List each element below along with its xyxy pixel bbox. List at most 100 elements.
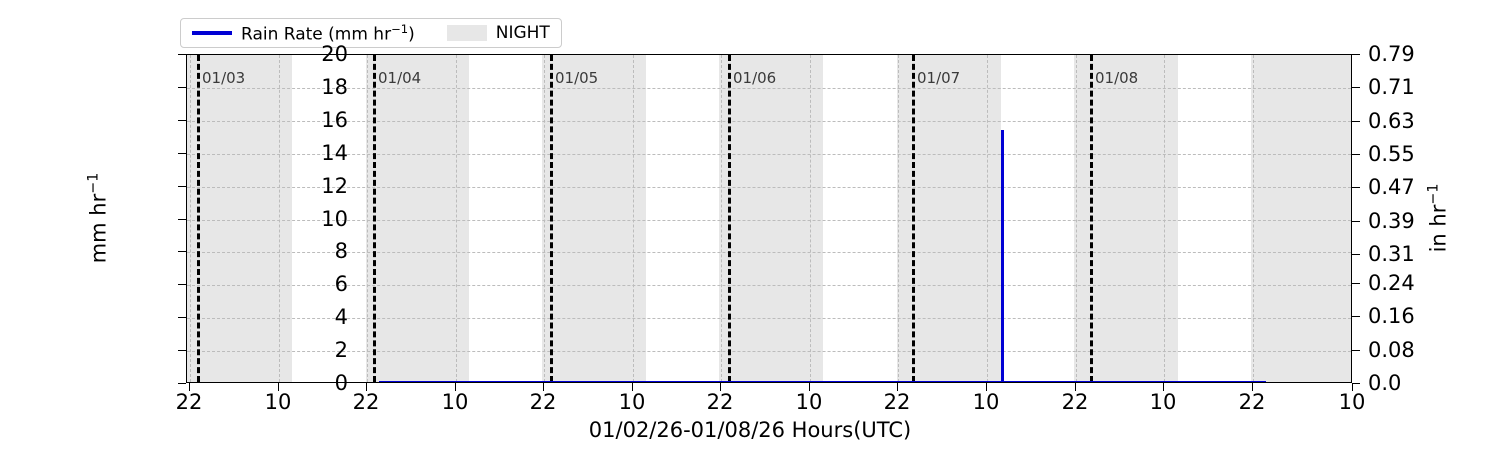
y-axis-label-right: in hr−1	[1425, 183, 1451, 253]
x-tick-mark	[720, 383, 721, 391]
gridline-horizontal	[187, 186, 1351, 188]
day-divider	[1090, 55, 1093, 382]
y-tick-label-right: 0.79	[1368, 42, 1415, 66]
y-tick-label-right: 0.71	[1368, 75, 1415, 100]
legend-item-rain-rate[interactable]: Rain Rate (mm hr−1)	[192, 21, 415, 45]
y-tick-mark-left	[178, 284, 186, 286]
y-tick-mark-left	[178, 119, 186, 121]
y-tick-mark-left	[178, 383, 186, 384]
gridline-vertical	[1164, 55, 1165, 382]
y-tick-label-left: 16	[321, 107, 348, 132]
day-label: 01/04	[378, 69, 422, 87]
y-tick-label-right: 0.47	[1368, 175, 1415, 200]
y-tick-label-left: 8	[334, 239, 348, 264]
night-band	[1251, 55, 1351, 382]
y-tick-label-right: 0.24	[1368, 271, 1415, 296]
y-tick-mark-right	[1352, 283, 1360, 285]
plot-area[interactable]: 01/03 01/04 01/05 01/06 01/07 01/08	[186, 54, 1352, 383]
x-tick-label: 10	[1338, 390, 1366, 414]
night-band	[366, 55, 469, 382]
x-tick-mark	[455, 383, 456, 391]
day-divider	[912, 55, 915, 382]
legend-item-night[interactable]: NIGHT	[446, 23, 550, 43]
data-spike	[1000, 130, 1005, 382]
y-tick-mark-right	[1352, 153, 1360, 155]
gridline-vertical	[987, 55, 988, 382]
x-tick-mark	[1163, 383, 1164, 391]
gridline-horizontal	[187, 285, 1351, 287]
gridline-vertical	[456, 55, 457, 382]
x-tick-mark	[189, 383, 190, 391]
legend-label-night: NIGHT	[495, 23, 550, 43]
y-tick-label-right: 0.0	[1368, 371, 1402, 395]
gridline-vertical	[1253, 55, 1254, 382]
y-tick-mark-right	[1352, 383, 1360, 384]
day-label: 01/06	[733, 69, 777, 87]
x-tick-label: 10	[1149, 390, 1177, 414]
y-tick-label-left: 0	[334, 371, 348, 395]
x-tick-label: 10	[972, 390, 1000, 414]
y-tick-mark-left	[178, 54, 186, 55]
gridline-horizontal	[187, 219, 1351, 221]
y-tick-mark-right	[1352, 316, 1360, 318]
y-tick-mark-left	[178, 185, 186, 187]
y-tick-mark-left	[178, 86, 186, 88]
y-tick-mark-left	[178, 317, 186, 319]
gridline-horizontal	[187, 351, 1351, 353]
x-tick-label: 22	[1238, 390, 1266, 414]
night-band	[719, 55, 823, 382]
y-tick-mark-left	[178, 251, 186, 253]
gridline-horizontal	[187, 252, 1351, 254]
y-tick-label-left: 18	[321, 74, 348, 99]
y-tick-mark-right	[1352, 253, 1360, 255]
y-axis-label-left: mm hr−1	[85, 172, 111, 264]
x-tick-mark	[1352, 383, 1353, 391]
gridline-horizontal	[187, 153, 1351, 155]
y-tick-label-left: 6	[334, 272, 348, 297]
gridline-vertical	[898, 55, 899, 382]
x-tick-mark	[897, 383, 898, 391]
gridline-horizontal	[187, 318, 1351, 320]
day-divider	[728, 55, 731, 382]
gridline-vertical	[633, 55, 634, 382]
x-tick-mark	[543, 383, 544, 391]
y-tick-mark-left	[178, 350, 186, 352]
y-tick-label-right: 0.55	[1368, 141, 1415, 166]
y-tick-label-left: 20	[321, 42, 348, 66]
day-divider	[373, 55, 376, 382]
y-tick-mark-right	[1352, 120, 1360, 122]
x-tick-label: 22	[529, 390, 557, 414]
gridline-vertical	[810, 55, 811, 382]
x-tick-mark	[1075, 383, 1076, 391]
gridline-vertical	[190, 55, 191, 382]
gridline-vertical	[367, 55, 368, 382]
x-tick-label: 22	[175, 390, 203, 414]
y-tick-mark-right	[1352, 187, 1360, 189]
day-divider	[550, 55, 553, 382]
y-tick-mark-right	[1352, 54, 1360, 55]
y-tick-label-right: 0.16	[1368, 304, 1415, 329]
legend-label-rain-rate: Rain Rate (mm hr−1)	[241, 21, 415, 45]
day-label: 01/07	[917, 69, 961, 87]
y-tick-label-left: 14	[321, 140, 348, 165]
gridline-horizontal	[187, 87, 1351, 89]
day-label: 01/08	[1095, 69, 1139, 87]
x-tick-label: 10	[795, 390, 823, 414]
x-tick-label: 10	[264, 390, 292, 414]
y-tick-mark-right	[1352, 220, 1360, 222]
gridline-horizontal	[187, 120, 1351, 122]
y-tick-label-right: 0.31	[1368, 241, 1415, 266]
x-tick-mark	[632, 383, 633, 391]
gridline-vertical	[279, 55, 280, 382]
x-tick-label: 10	[441, 390, 469, 414]
gridline-vertical	[1076, 55, 1077, 382]
chart-legend[interactable]: Rain Rate (mm hr−1) NIGHT	[180, 18, 562, 48]
y-tick-label-right: 0.39	[1368, 208, 1415, 233]
day-label: 01/03	[202, 69, 246, 87]
x-tick-mark	[986, 383, 987, 391]
gridline-vertical	[721, 55, 722, 382]
y-tick-mark-right	[1352, 349, 1360, 351]
night-band	[542, 55, 646, 382]
y-tick-label-left: 2	[334, 338, 348, 363]
y-tick-mark-left	[178, 152, 186, 154]
